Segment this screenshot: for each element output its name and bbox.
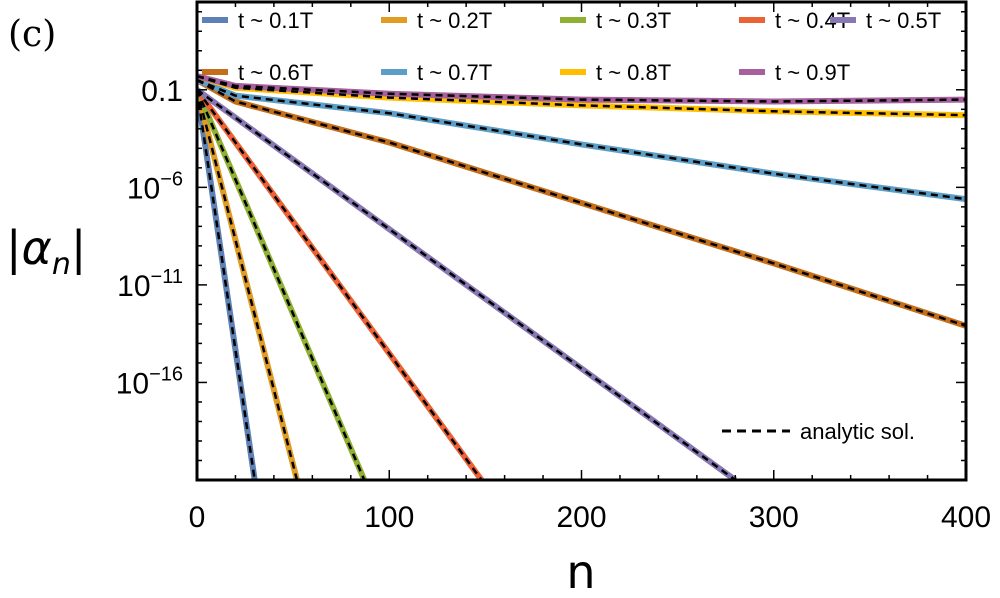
series-line-2 [197, 89, 300, 480]
x-axis-title: n [566, 545, 595, 598]
analytic-layer [197, 74, 966, 480]
analytic-line-8 [197, 74, 966, 117]
legend-item: t ~ 0.9T [739, 60, 850, 85]
legend: t ~ 0.1T t ~ 0.2T t ~ 0.3T t ~ 0.4T t ~ 0.5T… [202, 8, 941, 85]
y-axis-title-close: | [71, 221, 87, 276]
analytic-legend: analytic sol. [722, 419, 915, 444]
analytic-line-5 [197, 88, 737, 480]
analytic-line-1 [197, 89, 256, 480]
legend-label: t ~ 0.3T [596, 8, 671, 33]
analytic-line-4 [197, 89, 483, 480]
legend-label: t ~ 0.5T [866, 8, 941, 33]
y-axis-title-base: |α [6, 221, 52, 276]
analytic-line-3 [197, 89, 366, 480]
x-tick-label: 100 [364, 501, 414, 534]
legend-label: t ~ 0.6T [238, 60, 313, 85]
x-tick-label: 200 [556, 501, 606, 534]
legend-item: t ~ 0.5T [830, 8, 941, 33]
legend-item: t ~ 0.1T [202, 8, 313, 33]
legend-label: t ~ 0.7T [417, 60, 492, 85]
analytic-line-7 [197, 78, 966, 201]
legend-item: t ~ 0.3T [560, 8, 671, 33]
y-axis-title-sub: n [52, 247, 71, 282]
panel-label: (c) [8, 14, 56, 55]
y-tick-labels: 0.1 10−6 10−11 10−16 [116, 75, 183, 401]
y-tick-label: 10−16 [116, 363, 183, 400]
y-axis-title: |αn| [6, 221, 86, 282]
legend-label: t ~ 0.2T [417, 8, 492, 33]
ticks-layer [196, 2, 967, 480]
y-tick-label: 0.1 [141, 75, 183, 108]
y-tick-label: 10−6 [127, 168, 183, 205]
legend-label: t ~ 0.9T [775, 60, 850, 85]
legend-item: t ~ 0.8T [560, 60, 671, 85]
legend-label: t ~ 0.8T [596, 60, 671, 85]
analytic-line-9 [197, 74, 966, 103]
x-tick-label: 300 [749, 501, 799, 534]
y-tick-label: 10−11 [117, 266, 183, 303]
legend-item: t ~ 0.6T [202, 60, 313, 85]
x-tick-label: 0 [189, 501, 206, 534]
legend-item: t ~ 0.7T [381, 60, 492, 85]
x-tick-label: 400 [941, 501, 991, 534]
svg-text:|αn|: |αn| [6, 221, 86, 282]
x-tick-labels: 0 100 200 300 400 [189, 501, 991, 534]
legend-label: t ~ 0.1T [238, 8, 313, 33]
analytic-legend-label: analytic sol. [800, 419, 915, 444]
analytic-line-6 [197, 78, 966, 328]
legend-item: t ~ 0.2T [381, 8, 492, 33]
